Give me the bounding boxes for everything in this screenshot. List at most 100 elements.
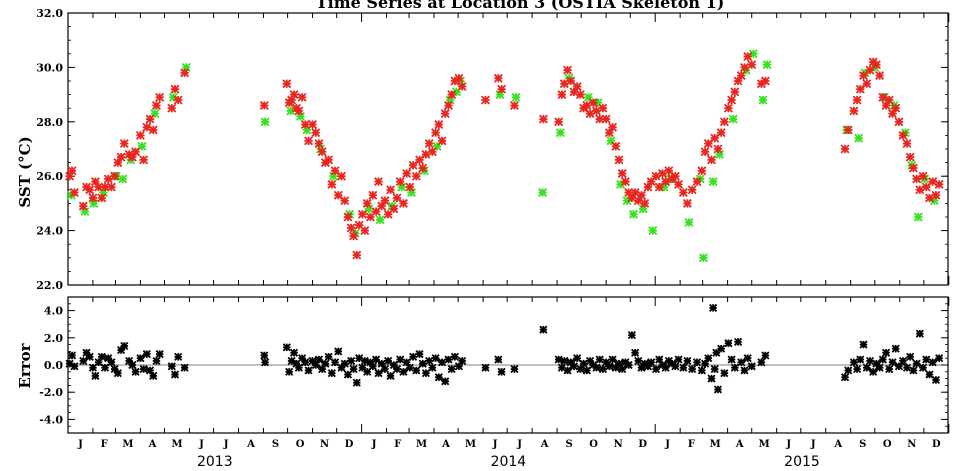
sst-x-ticks (67, 13, 950, 285)
error-point (327, 369, 336, 378)
error-point (343, 370, 352, 379)
sst-point-red (352, 250, 362, 260)
sst-point-red (588, 98, 598, 108)
sst-point-red (343, 212, 353, 222)
error-point (692, 358, 702, 367)
error-point (167, 362, 176, 371)
error-y-axis-title: Error (16, 342, 34, 388)
error-point (142, 350, 151, 359)
sst-point-red (674, 179, 684, 189)
month-label: J (223, 439, 229, 450)
sst-point-green (260, 117, 270, 127)
month-label: J (198, 439, 204, 450)
sst-point-red (934, 179, 944, 189)
sst-point-red (611, 141, 621, 151)
sst-point-red (884, 95, 894, 105)
sst-point-red (633, 196, 643, 206)
sst-point-red (349, 231, 359, 241)
sst-point-red (457, 81, 467, 91)
error-point (441, 377, 450, 386)
error-point (743, 354, 752, 363)
error-point (304, 366, 313, 375)
month-label: D (932, 439, 941, 450)
month-label: M (465, 439, 476, 450)
month-label: O (883, 439, 892, 450)
sst-point-red (88, 193, 98, 203)
sst-point-red (912, 174, 922, 184)
sst-point-red (415, 155, 424, 165)
chart-title: Time Series at Location 3 (OSTIA Skeleto… (316, 0, 725, 12)
error-point (747, 362, 756, 371)
sst-point-red (657, 169, 667, 178)
sst-point-red (362, 198, 372, 208)
error-point (260, 351, 269, 360)
sst-point-red (167, 103, 177, 113)
error-point (384, 356, 393, 365)
sst-tick-label: 24.0 (36, 225, 63, 238)
error-point (85, 352, 94, 361)
error-point (701, 359, 710, 368)
error-point (399, 367, 408, 376)
sst-point-red (444, 101, 453, 110)
error-point (849, 358, 858, 367)
sst-point-green (854, 133, 864, 143)
error-point (875, 363, 884, 372)
error-point (386, 371, 395, 380)
month-label: F (394, 439, 401, 450)
error-point (396, 355, 405, 364)
sst-point-red (915, 185, 925, 195)
error-point (380, 365, 390, 374)
error-point (170, 370, 180, 379)
sst-point-red (740, 62, 749, 72)
error-point (421, 369, 431, 378)
error-point (862, 363, 871, 372)
sst-panel: 22.0 24.0 26.0 28.0 30.0 32.0 SST (°C) (16, 7, 950, 292)
error-point (713, 385, 723, 394)
error-point (931, 375, 941, 385)
month-label: J (77, 439, 83, 450)
error-point (368, 362, 377, 371)
sst-point-red (131, 147, 141, 157)
sst-point-green (913, 212, 923, 222)
sst-point-red (340, 196, 350, 206)
sst-tick-label: 30.0 (36, 61, 63, 74)
error-point (285, 367, 294, 376)
error-point (869, 367, 878, 376)
error-point (618, 365, 627, 374)
sst-point-red (411, 171, 421, 181)
error-point (605, 362, 614, 371)
sst-point-green (708, 177, 718, 187)
sst-point-red (418, 163, 428, 173)
sst-point-red (554, 117, 564, 127)
error-point (935, 354, 944, 363)
error-point (671, 362, 680, 371)
sst-point-green (137, 141, 147, 151)
error-point (174, 352, 183, 361)
error-point (412, 366, 421, 375)
month-label: A (148, 439, 157, 450)
error-point (912, 359, 921, 368)
error-point (595, 355, 604, 364)
error-point (727, 355, 736, 364)
error-point (898, 356, 908, 365)
month-label: M (710, 439, 721, 450)
month-label: A (441, 439, 450, 450)
sst-point-red (509, 101, 519, 110)
month-label: N (907, 439, 916, 450)
error-point (928, 358, 937, 367)
sst-point-red (346, 223, 356, 233)
error-point (113, 369, 122, 378)
error-point (709, 303, 718, 312)
sst-point-red (697, 166, 707, 176)
error-point (906, 352, 915, 361)
error-point (340, 359, 349, 368)
error-point (100, 363, 110, 372)
sst-point-green (555, 128, 565, 138)
sst-point-red (380, 196, 390, 206)
sst-point-red (601, 114, 611, 124)
error-point (918, 363, 928, 372)
error-point (444, 355, 453, 364)
sst-point-red (145, 114, 155, 124)
error-point (120, 341, 129, 351)
